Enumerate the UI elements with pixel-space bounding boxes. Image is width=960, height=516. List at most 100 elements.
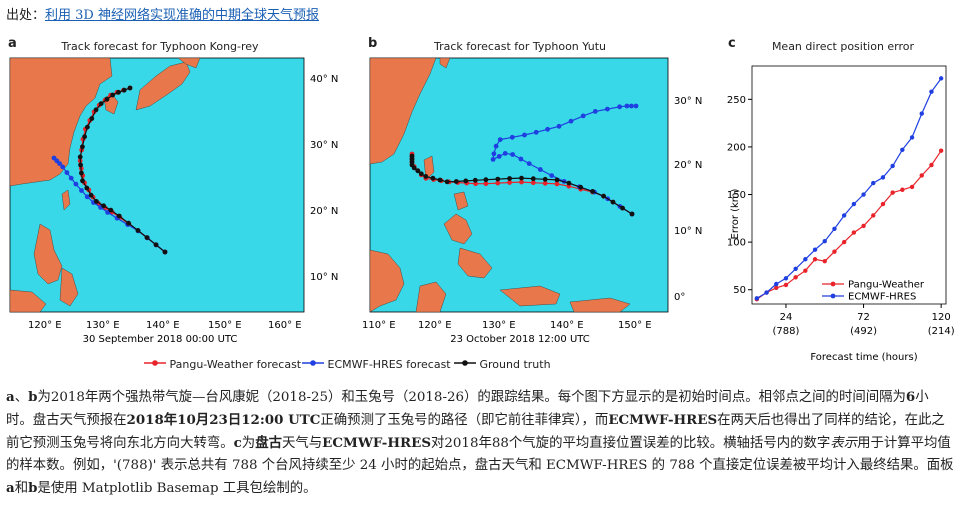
b-truth-point [554,177,560,183]
b-date: 23 October 2018 12:00 UTC [450,334,590,345]
a-truth-point [89,116,95,121]
b-pangu-point [542,180,548,186]
b-truth-point [437,177,443,183]
a-ytick-3: 10° N [310,272,338,283]
a-ecmwf-point [60,164,66,170]
b-xtick-4: 150° E [618,320,652,331]
b-truth-point [430,175,436,181]
b-ecmwf-point [533,129,539,135]
c-ytick-label: 50 [733,285,746,296]
legend-ecmwf-swatch [302,360,324,366]
a-truth-point [88,192,94,198]
b-truth-point [530,176,536,182]
b-ecmwf-point [502,151,508,156]
c-series-point-1 [919,111,924,116]
a-truth-point [80,144,85,150]
b-truth-point [519,175,524,181]
legend-truth-swatch [454,360,476,366]
c-series-point-0 [909,184,915,190]
b-truth-point [542,176,548,182]
c-series-point-0 [822,258,827,264]
cap-s1b: 6 [905,389,916,405]
c-series-point-1 [938,76,944,81]
cap-s7: 为 [241,436,256,451]
a-truth-point [162,249,168,255]
c-series-point-1 [764,290,769,295]
cap-s8: 盘古 [255,435,282,451]
a-truth-point [79,170,84,176]
c-series-point-0 [900,187,905,192]
c-xtick-count: (214) [928,326,955,337]
a-truth-point [84,185,90,191]
b-truth-point [610,199,616,205]
c-series-point-0 [774,285,779,291]
c-series-point-1 [909,135,915,140]
cap-a: a [6,389,15,405]
a-xtick-3: 150° E [208,320,242,331]
a-truth-point [77,154,83,160]
c-series-point-1 [880,175,886,180]
panel-a-map: 40° N 30° N 20° N 10° N 120° E 130° E 14… [9,57,338,345]
a-truth-point [116,213,122,219]
panel-b-land [369,57,631,313]
b-ytick-0: 30° N [674,96,702,107]
b-ecmwf-point [568,118,574,124]
a-xtick-2: 140° E [146,320,180,331]
a-ecmwf-point [68,175,74,181]
legend-item-ecmwf: ECMWF-HRES forecast [302,358,451,371]
c-series-point-0 [832,249,837,254]
source-link[interactable]: 利用 3D 神经网络实现准确的中期全球天气预报 [45,8,319,23]
b-truth-point [453,179,459,184]
b-truth-point [601,193,606,199]
b-ytick-3: 0° [674,292,685,303]
a-xtick-4: 160° E [268,320,302,331]
b-truth-point [415,168,421,174]
a-ecmwf-point [51,155,57,161]
c-series-point-1 [900,147,905,152]
c-series-point-0 [861,223,866,229]
b-xtick-2: 130° E [482,320,516,331]
c-series-point-1 [851,201,857,207]
c-series-point-0 [919,173,924,178]
c-legend-label: Pangu-Weather [848,280,925,291]
a-truth-point [127,85,133,91]
b-ecmwf-point [509,134,515,140]
source-prefix: 出处： [6,8,46,23]
cap-b: b [28,389,38,405]
c-series-point-1 [793,266,798,271]
b-ecmwf-point [633,103,639,109]
a-truth-point [82,134,87,140]
b-ecmwf-point [617,104,622,110]
a-truth-point [110,92,116,98]
a-ytick-0: 40° N [310,74,338,85]
a-truth-point [126,220,131,226]
c-series-point-0 [880,201,886,207]
c-series-point-1 [890,163,895,169]
b-truth-point [483,177,489,183]
c-legend-marker [830,293,836,299]
a-truth-point [78,162,83,168]
b-truth-point [590,189,595,194]
a-ecmwf-point [64,170,70,175]
b-truth-point [629,211,635,217]
b-ecmwf-point [493,143,499,149]
b-pangu-point [495,180,501,186]
b-truth-point [566,180,572,186]
cap-s13: 用于计算平均值的样本数。例如，'(788)' 表示总共有 788 个台风持续至少… [6,436,954,473]
a-date: 30 September 2018 00:00 UTC [83,334,238,345]
b-ecmwf-point [490,157,496,162]
cap-s4: ECMWF-HRES [608,412,718,428]
a-truth-point [104,96,110,102]
a-truth-point [121,87,127,93]
legend-pangu-swatch [144,360,166,366]
b-ecmwf-point [526,161,532,166]
c-ytick-label: 100 [727,238,746,249]
c-series-point-1 [803,257,808,262]
b-xtick-0: 110° E [362,320,396,331]
panel-b-label: b [368,36,378,51]
source-line: 出处：利用 3D 神经网络实现准确的中期全球天气预报 [6,4,319,23]
panel-b-sea [369,57,669,313]
b-ecmwf-point [580,113,586,119]
b-ecmwf-point [624,103,630,109]
b-pangu-point [483,181,489,187]
